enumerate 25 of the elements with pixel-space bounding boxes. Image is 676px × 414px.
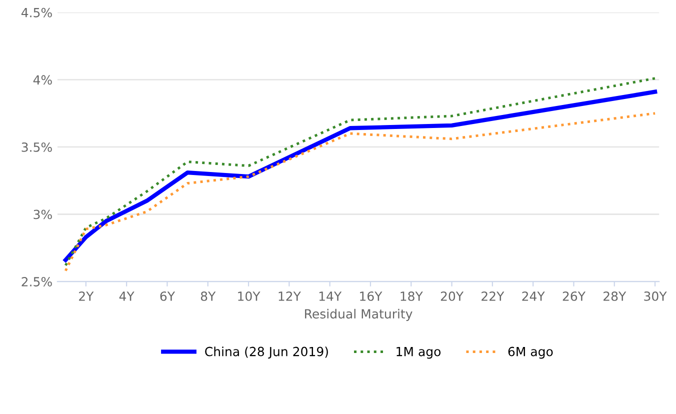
legend-label: 1M ago <box>396 346 441 359</box>
x-tick-label: 2Y <box>79 291 94 301</box>
x-tick-label: 26Y <box>562 291 586 301</box>
legend-label: China (28 Jun 2019) <box>205 346 328 359</box>
x-tick-label: 12Y <box>278 291 301 301</box>
y-tick-label: 4.5% <box>21 8 52 18</box>
x-tick-label: 18Y <box>400 291 423 301</box>
y-tick-label: 3.5% <box>22 142 52 152</box>
line-series <box>64 112 656 272</box>
x-tick-label: 24Y <box>522 291 545 301</box>
x-axis-title: Residual Maturity <box>305 308 412 321</box>
x-tick-label: 20Y <box>440 291 464 301</box>
x-tick-label: 16Y <box>360 291 382 301</box>
x-tick-label: 6Y <box>160 291 176 301</box>
y-tick-label: 2.5% <box>22 276 52 286</box>
x-tick-label: 4Y <box>119 292 134 301</box>
x-tick-label: 28Y <box>604 291 626 301</box>
x-tick-label: 8Y <box>200 291 216 301</box>
x-tick-label: 22Y <box>482 291 504 301</box>
y-tick-label: 3% <box>34 210 52 220</box>
x-tick-label: 10Y <box>238 291 260 301</box>
y-tick-label: 4% <box>33 75 52 85</box>
x-tick-label: 30Y <box>644 291 667 301</box>
legend-label: 6M ago <box>508 346 553 359</box>
x-tick-label: 14Y <box>319 292 342 301</box>
